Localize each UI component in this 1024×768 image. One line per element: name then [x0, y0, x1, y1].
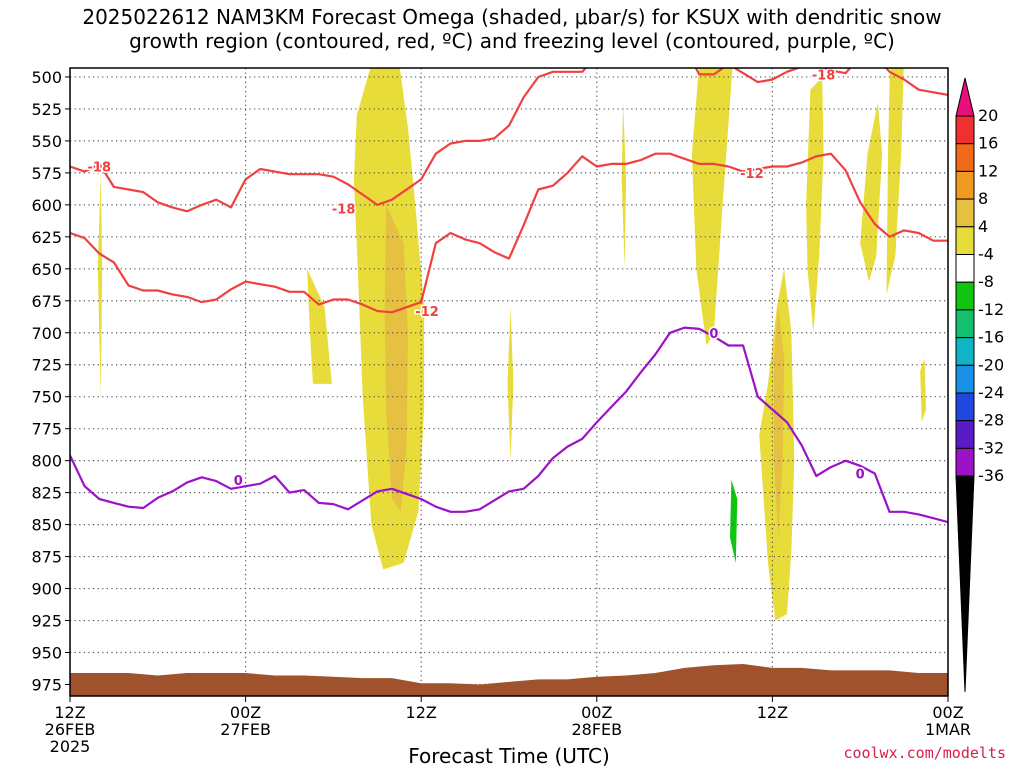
- contour-label-1-1: -12: [740, 167, 764, 182]
- omega-region-5: [621, 102, 627, 269]
- contour-label-1-0: -12: [415, 305, 439, 320]
- contour-line-0: [70, 68, 948, 213]
- colorbar-segment-0: [955, 115, 975, 145]
- colorbar-arrow-top: [955, 77, 975, 117]
- x-tick-label-4-0: 12Z: [757, 703, 788, 722]
- y-tick-label-5: 625: [31, 228, 62, 247]
- y-tick-label-8: 700: [31, 324, 62, 343]
- omega-region-14: [860, 102, 883, 282]
- y-tick-label-10: 750: [31, 388, 62, 407]
- contour-label-2-0: 0: [234, 474, 243, 489]
- y-tick-label-12: 800: [31, 452, 62, 471]
- colorbar-segment-1: [955, 143, 975, 172]
- y-tick-label-16: 900: [31, 580, 62, 599]
- colorbar-label-3: 8: [978, 189, 988, 208]
- x-tick-label-1-0: 00Z: [230, 703, 261, 722]
- chart-title-line-1: 2025022612 NAM3KM Forecast Omega (shaded…: [82, 5, 942, 29]
- contour-label-0-1: -18: [332, 203, 356, 218]
- colorbar-segment-9: [955, 364, 975, 394]
- y-tick-label-7: 675: [31, 292, 62, 311]
- colorbar-segment-12: [955, 447, 975, 477]
- contour-label-0-0: -18: [88, 160, 112, 175]
- colorbar-label-4: 4: [978, 217, 988, 236]
- contour-label-2-1: 0: [709, 327, 718, 342]
- colorbar-label-7: -12: [978, 300, 1004, 319]
- x-axis-label: Forecast Time (UTC): [408, 744, 610, 768]
- x-tick-label-3-1: 28FEB: [571, 720, 622, 739]
- colorbar-label-0: 20: [978, 106, 998, 125]
- colorbar-segment-2: [955, 170, 975, 200]
- colorbar-segment-4: [955, 226, 975, 256]
- colorbar-label-8: -16: [978, 328, 1004, 347]
- colorbar-label-11: -28: [978, 411, 1004, 430]
- y-tick-label-18: 950: [31, 644, 62, 663]
- y-tick-label-19: 975: [31, 675, 62, 694]
- omega-region-7: [649, 479, 659, 589]
- plot-frame: [69, 67, 949, 697]
- colorbar-segment-5: [955, 254, 975, 283]
- x-tick-label-0-2: 2025: [50, 737, 91, 756]
- x-tick-label-5-1: 1MAR: [925, 720, 971, 739]
- omega-region-12: [757, 68, 773, 218]
- chart-title-line-2: growth region (contoured, red, ºC) and f…: [129, 29, 895, 53]
- x-tick-label-5-0: 00Z: [932, 703, 963, 722]
- y-tick-label-0: 500: [31, 68, 62, 87]
- x-tick-label-0-0: 12Z: [54, 703, 85, 722]
- y-tick-label-14: 850: [31, 516, 62, 535]
- contour-line-1: [70, 152, 948, 314]
- x-tick-label-0-1: 26FEB: [45, 720, 96, 739]
- omega-region-16: [920, 358, 926, 423]
- colorbar-segment-11: [955, 420, 975, 449]
- colorbar-segment-3: [955, 198, 975, 228]
- y-tick-label-13: 825: [31, 484, 62, 503]
- omega-region-8: [672, 396, 748, 659]
- colorbar-label-2: 12: [978, 161, 998, 180]
- colorbar-label-12: -32: [978, 438, 1004, 457]
- colorbar-segment-8: [955, 337, 975, 366]
- y-tick-label-15: 875: [31, 548, 62, 567]
- omega-region-13: [806, 77, 824, 333]
- omega-region-1: [307, 268, 332, 384]
- y-tick-label-1: 525: [31, 100, 62, 119]
- colorbar-label-5: -4: [978, 245, 994, 264]
- y-tick-label-4: 600: [31, 196, 62, 215]
- contour-label-0-3: -18: [812, 68, 836, 83]
- source-credit: coolwx.com/modelts: [843, 744, 1006, 762]
- colorbar-label-6: -8: [978, 272, 994, 291]
- omega-region-6: [691, 68, 733, 346]
- colorbar-label-1: 16: [978, 134, 998, 153]
- y-tick-label-11: 775: [31, 420, 62, 439]
- x-tick-label-3-0: 00Z: [581, 703, 612, 722]
- omega-region-15: [886, 68, 904, 295]
- colorbar-label-9: -20: [978, 355, 1004, 374]
- y-tick-label-9: 725: [31, 356, 62, 375]
- plot-area: -18 -18 -18 -18 -12 -12 0 0 0: [70, 54, 948, 696]
- colorbar-label-10: -24: [978, 383, 1004, 402]
- y-tick-label-17: 925: [31, 612, 62, 631]
- colorbar-segment-10: [955, 392, 975, 422]
- omega-region-9: [730, 479, 738, 563]
- contour-label-2-2: 0: [856, 467, 865, 482]
- contour-label-0-2: -18: [607, 54, 631, 69]
- terrain-fill: [70, 664, 948, 696]
- y-tick-label-3: 575: [31, 164, 62, 183]
- colorbar-arrow-bottom: [955, 475, 975, 693]
- y-tick-label-6: 650: [31, 260, 62, 279]
- x-tick-label-1-1: 27FEB: [220, 720, 271, 739]
- omega-region-3: [384, 204, 408, 512]
- colorbar-label-13: -36: [978, 466, 1004, 485]
- x-tick-label-2-0: 12Z: [406, 703, 437, 722]
- colorbar-segment-6: [955, 281, 975, 311]
- y-tick-label-2: 550: [31, 132, 62, 151]
- colorbar-segment-7: [955, 309, 975, 339]
- omega-region-0: [97, 172, 103, 397]
- omega-region-11: [773, 307, 785, 538]
- contour-line-2: [70, 326, 948, 524]
- omega-region-4: [507, 307, 514, 461]
